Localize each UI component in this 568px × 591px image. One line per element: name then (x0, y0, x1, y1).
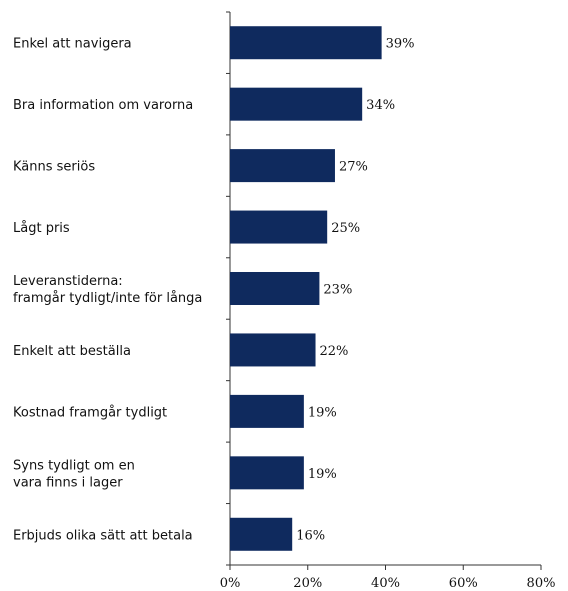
value-label: 34% (366, 98, 395, 113)
value-label: 25% (331, 221, 360, 236)
value-label: 23% (323, 283, 352, 298)
category-label: Lågt pris (13, 221, 70, 236)
value-label: 16% (296, 528, 325, 543)
bar (230, 456, 304, 490)
x-tick-label: 40% (371, 576, 400, 591)
x-tick-label: 20% (293, 576, 322, 591)
bar (230, 210, 328, 244)
bar (230, 149, 335, 183)
value-label: 39% (386, 37, 415, 52)
value-label: 19% (308, 405, 337, 420)
value-labels: 39% 34% 27% 25% 23% 22% 19% 19% 16% (296, 37, 414, 544)
x-tick-labels: 0% 20% 40% 60% 80% (220, 576, 556, 591)
category-label: Syns tydligt om en vara finns i lager (13, 458, 135, 490)
value-label: 19% (308, 467, 337, 482)
bar (230, 87, 363, 121)
bar (230, 394, 304, 428)
category-label: Kostnad framgår tydligt (13, 405, 167, 420)
category-label: Leveranstiderna: framgår tydligt/inte för… (13, 274, 202, 306)
bar (230, 517, 293, 551)
x-tick-label: 80% (527, 576, 556, 591)
bars-group (230, 26, 382, 551)
category-label: Enkel att navigera (13, 37, 132, 52)
category-label: Känns seriös (13, 160, 95, 175)
bar (230, 26, 382, 60)
bar (230, 333, 316, 367)
category-label: Bra information om varorna (13, 98, 193, 113)
category-labels: Enkel att navigera Bra information om var… (13, 37, 202, 544)
value-label: 27% (339, 160, 368, 175)
category-label: Enkelt att beställa (13, 344, 131, 359)
x-tick-label: 60% (449, 576, 478, 591)
category-label: Erbjuds olika sätt att betala (13, 528, 193, 543)
bar (230, 272, 320, 305)
x-tick-label: 0% (220, 576, 241, 591)
value-label: 22% (320, 344, 349, 359)
